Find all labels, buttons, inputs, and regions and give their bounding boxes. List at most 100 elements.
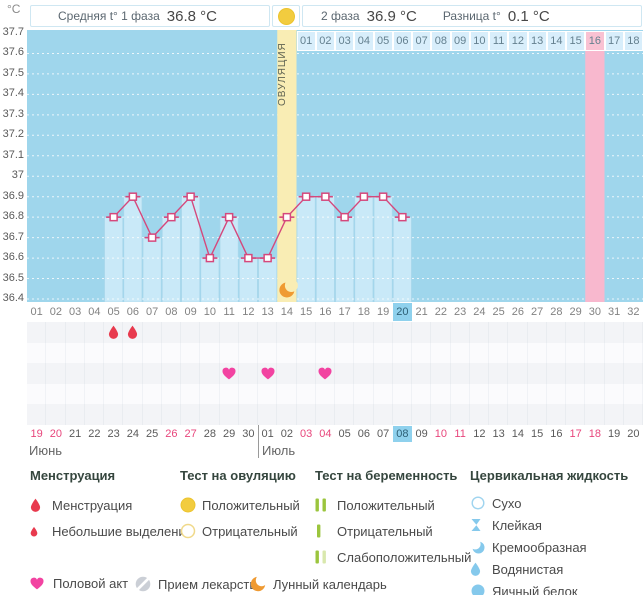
day-cell[interactable] <box>508 363 528 384</box>
day-cell[interactable] <box>297 342 316 364</box>
day-cell[interactable] <box>85 322 104 343</box>
day-cell[interactable] <box>123 363 143 384</box>
day-cell[interactable] <box>85 383 104 405</box>
day-cell[interactable] <box>335 404 355 425</box>
day-cell[interactable] <box>354 363 374 384</box>
day-cell[interactable] <box>508 383 528 405</box>
day-cell[interactable] <box>162 363 181 384</box>
day-cell[interactable] <box>85 363 104 384</box>
day-cell[interactable] <box>451 383 470 405</box>
day-cell[interactable] <box>624 404 643 425</box>
day-cell[interactable] <box>585 363 605 384</box>
day-cell[interactable] <box>547 363 566 384</box>
day-cell[interactable] <box>605 342 624 364</box>
temp-point[interactable] <box>279 212 295 222</box>
day-cell[interactable] <box>220 404 239 425</box>
temp-point[interactable] <box>356 192 372 201</box>
day-cell[interactable] <box>585 383 605 405</box>
day-cell[interactable] <box>46 363 66 384</box>
day-cell[interactable] <box>585 342 605 364</box>
day-cell[interactable] <box>123 342 143 364</box>
day-cell[interactable] <box>431 383 451 405</box>
day-cell[interactable] <box>162 322 181 343</box>
day-cell[interactable] <box>220 363 239 384</box>
day-cell[interactable] <box>66 342 85 364</box>
day-cell[interactable] <box>335 363 355 384</box>
day-cell[interactable] <box>181 383 201 405</box>
temp-point[interactable] <box>221 212 237 222</box>
day-cell[interactable] <box>277 363 297 384</box>
day-cell[interactable] <box>624 383 643 405</box>
day-cell[interactable] <box>104 342 124 364</box>
day-cell[interactable] <box>393 404 412 425</box>
day-cell[interactable] <box>123 383 143 405</box>
day-cell[interactable] <box>239 383 258 405</box>
day-cell[interactable] <box>277 322 297 343</box>
day-cell[interactable] <box>393 342 412 364</box>
day-cell[interactable] <box>297 322 316 343</box>
day-cell[interactable] <box>181 363 201 384</box>
day-cell[interactable] <box>470 342 489 364</box>
day-cell[interactable] <box>566 404 586 425</box>
day-cell[interactable] <box>412 404 432 425</box>
day-cell[interactable] <box>46 383 66 405</box>
temp-point[interactable] <box>183 192 199 201</box>
day-cell[interactable] <box>297 404 316 425</box>
day-cell[interactable] <box>547 404 566 425</box>
day-cell[interactable] <box>316 383 335 405</box>
day-cell[interactable] <box>85 404 104 425</box>
day-cell[interactable] <box>335 383 355 405</box>
day-cell[interactable] <box>220 383 239 405</box>
day-cell[interactable] <box>547 342 566 364</box>
day-cell[interactable] <box>412 383 432 405</box>
day-cell[interactable] <box>566 363 586 384</box>
day-cell[interactable] <box>470 404 489 425</box>
day-cell[interactable] <box>46 342 66 364</box>
day-cell[interactable] <box>27 383 47 405</box>
day-cell[interactable] <box>46 404 66 425</box>
day-cell[interactable] <box>354 322 374 343</box>
day-cell[interactable] <box>624 363 643 384</box>
day-cell[interactable] <box>143 404 162 425</box>
temp-point[interactable] <box>106 212 122 222</box>
day-cell[interactable] <box>200 383 220 405</box>
day-cell[interactable] <box>470 363 489 384</box>
day-cell[interactable] <box>335 322 355 343</box>
day-cell[interactable] <box>547 322 566 343</box>
temp-point[interactable] <box>144 233 160 242</box>
day-cell[interactable] <box>27 322 47 343</box>
day-cell[interactable] <box>393 322 412 343</box>
day-cell[interactable] <box>104 363 124 384</box>
day-cell[interactable] <box>66 322 85 343</box>
day-cell[interactable] <box>27 342 47 364</box>
day-cell[interactable] <box>547 383 566 405</box>
day-cell[interactable] <box>566 342 586 364</box>
day-cell[interactable] <box>104 322 124 343</box>
day-cell[interactable] <box>605 363 624 384</box>
day-cell[interactable] <box>489 383 509 405</box>
day-cell[interactable] <box>239 404 258 425</box>
day-cell[interactable] <box>277 342 297 364</box>
day-cell[interactable] <box>508 322 528 343</box>
temp-point[interactable] <box>394 212 410 222</box>
day-cell[interactable] <box>258 342 278 364</box>
day-cell[interactable] <box>143 383 162 405</box>
day-cell[interactable] <box>27 404 47 425</box>
day-cell[interactable] <box>143 342 162 364</box>
day-cell[interactable] <box>566 383 586 405</box>
day-cell[interactable] <box>220 322 239 343</box>
day-cell[interactable] <box>335 342 355 364</box>
day-cell[interactable] <box>66 383 85 405</box>
day-cell[interactable] <box>239 322 258 343</box>
day-cell[interactable] <box>104 404 124 425</box>
day-cell[interactable] <box>27 363 47 384</box>
day-cell[interactable] <box>489 363 509 384</box>
day-cell[interactable] <box>412 363 432 384</box>
day-cell[interactable] <box>451 404 470 425</box>
day-cell[interactable] <box>181 404 201 425</box>
day-cell[interactable] <box>605 322 624 343</box>
day-cell[interactable] <box>66 404 85 425</box>
day-cell[interactable] <box>162 342 181 364</box>
day-cell[interactable] <box>316 363 335 384</box>
day-cell[interactable] <box>297 363 316 384</box>
